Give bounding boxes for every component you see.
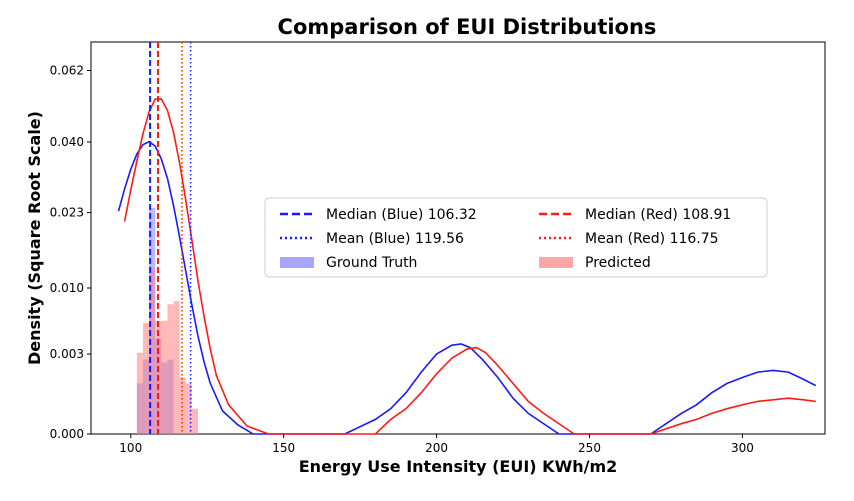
- histogram-bar: [173, 300, 180, 434]
- legend-label: Mean (Blue) 119.56: [326, 231, 464, 247]
- x-tick-label: 300: [731, 441, 754, 455]
- histogram-bar: [136, 352, 143, 434]
- kde-curves: [117, 98, 817, 435]
- kde-line: [117, 140, 817, 435]
- legend-label: Predicted: [585, 255, 651, 271]
- histogram-bar: [167, 304, 174, 434]
- histogram-bar: [161, 320, 168, 434]
- legend-swatch: [539, 257, 573, 268]
- y-tick-label: 0.000: [50, 427, 84, 441]
- legend-swatch: [280, 257, 314, 268]
- chart-title: Comparison of EUI Distributions: [278, 15, 657, 39]
- y-axis: 0.000 0.003 0.010 0.023 0.040 0.062: [50, 63, 91, 441]
- histogram-bar: [179, 377, 186, 434]
- legend-label: Mean (Red) 116.75: [585, 231, 719, 247]
- x-axis-label: Energy Use Intensity (EUI) KWh/m2: [299, 457, 618, 476]
- legend-label: Median (Blue) 106.32: [326, 207, 477, 223]
- histogram-bar: [149, 267, 156, 434]
- y-tick-label: 0.010: [50, 281, 84, 295]
- y-axis-label: Density (Square Root Scale): [25, 111, 44, 365]
- legend-box: [264, 197, 768, 278]
- legend-label: Median (Red) 108.91: [585, 207, 731, 223]
- stat-lines: [149, 42, 192, 434]
- histogram-bar: [185, 383, 192, 434]
- y-tick-label: 0.023: [50, 206, 84, 220]
- y-tick-label: 0.040: [50, 135, 84, 149]
- legend: Median (Blue) 106.32 Median (Red) 108.91 M…: [264, 197, 768, 278]
- y-tick-label: 0.003: [50, 347, 84, 361]
- legend-label: Ground Truth: [326, 255, 417, 271]
- x-tick-label: 250: [578, 441, 601, 455]
- x-tick-label: 150: [272, 441, 295, 455]
- y-tick-label: 0.062: [50, 63, 84, 77]
- histogram-bar: [191, 408, 199, 434]
- kde-line: [123, 98, 816, 435]
- x-tick-label: 200: [425, 441, 448, 455]
- histogram-bar: [142, 322, 150, 434]
- x-axis: 100 150 200 250 300: [119, 434, 754, 455]
- x-tick-label: 100: [119, 441, 142, 455]
